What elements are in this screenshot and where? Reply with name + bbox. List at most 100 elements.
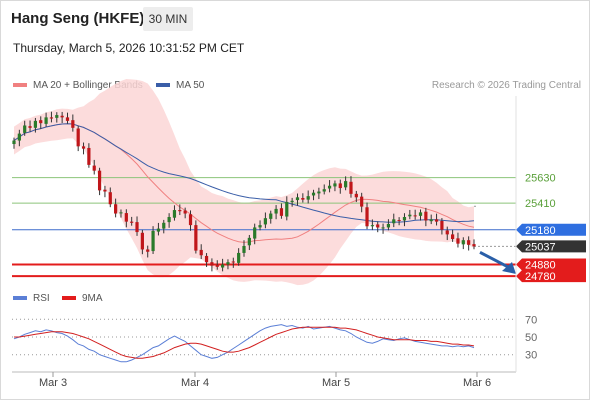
candle bbox=[301, 193, 305, 203]
candle-body bbox=[269, 213, 273, 219]
credit-label: Research © 2026 Trading Central bbox=[431, 80, 581, 91]
candle bbox=[317, 187, 321, 200]
candle-body bbox=[183, 210, 187, 214]
x-tick-label: Mar 5 bbox=[322, 377, 350, 389]
candle bbox=[188, 210, 193, 231]
candle-body bbox=[354, 193, 358, 198]
candle-body bbox=[402, 217, 407, 221]
level-tag-25180 bbox=[516, 223, 586, 236]
candle bbox=[253, 223, 257, 245]
candle bbox=[172, 205, 177, 221]
candle bbox=[71, 114, 75, 132]
candle bbox=[386, 219, 391, 231]
level-tag-24880 bbox=[516, 258, 586, 271]
candle-body bbox=[338, 183, 342, 189]
candle bbox=[178, 204, 182, 216]
candle bbox=[194, 220, 198, 254]
candle-body bbox=[151, 230, 155, 252]
candle-body bbox=[92, 165, 96, 171]
candle bbox=[60, 111, 64, 124]
level-label-25630: 25630 bbox=[525, 173, 556, 185]
legend-ma9: 9MA bbox=[62, 293, 103, 304]
candle bbox=[135, 216, 139, 236]
candle-body bbox=[33, 120, 37, 128]
timeframe-button[interactable]: 30 MIN bbox=[143, 7, 193, 31]
candle-body bbox=[274, 208, 278, 214]
bollinger-band bbox=[14, 79, 474, 286]
candle bbox=[87, 143, 91, 168]
rsi-ma-line bbox=[14, 326, 475, 359]
candle-body bbox=[215, 264, 219, 267]
candle-body bbox=[408, 214, 412, 217]
rsi-tick-70: 70 bbox=[525, 314, 537, 326]
ma9-swatch-icon bbox=[62, 296, 76, 301]
candle bbox=[124, 209, 128, 228]
candle bbox=[408, 209, 412, 220]
candle bbox=[306, 190, 310, 204]
candle bbox=[311, 189, 316, 201]
candle-body bbox=[167, 217, 171, 223]
candle bbox=[467, 236, 471, 251]
candle bbox=[28, 120, 32, 132]
candle-body bbox=[456, 238, 460, 244]
legend-ma50-label: MA 50 bbox=[176, 80, 205, 91]
candle bbox=[130, 216, 134, 226]
candle-body bbox=[60, 115, 64, 118]
candle-body bbox=[365, 207, 369, 227]
candle bbox=[461, 237, 465, 250]
candle-body bbox=[295, 197, 300, 201]
candle bbox=[279, 203, 284, 219]
candle-body bbox=[114, 204, 118, 214]
rsi-tick-30: 30 bbox=[525, 350, 537, 362]
candle-body bbox=[28, 126, 32, 128]
candle-body bbox=[253, 227, 257, 239]
candle-body bbox=[49, 117, 54, 119]
forecast-arrow-head-icon bbox=[502, 262, 516, 274]
candle-body bbox=[263, 218, 267, 225]
candle-body bbox=[226, 262, 230, 265]
candle bbox=[429, 214, 433, 225]
candle bbox=[440, 218, 444, 235]
candle bbox=[445, 226, 449, 241]
candle-body bbox=[237, 252, 241, 263]
candle bbox=[424, 207, 428, 227]
candle-body bbox=[349, 181, 353, 194]
candles-group bbox=[12, 111, 476, 272]
candle-body bbox=[204, 255, 209, 263]
candle-body bbox=[156, 228, 161, 232]
candle-body bbox=[194, 225, 198, 251]
candle-body bbox=[146, 249, 150, 252]
candle-body bbox=[210, 262, 214, 266]
candle-body bbox=[65, 117, 70, 121]
candle-body bbox=[242, 245, 246, 253]
candle bbox=[354, 190, 358, 203]
candle-body bbox=[199, 249, 203, 256]
candle bbox=[274, 205, 278, 220]
candle-body bbox=[434, 219, 439, 222]
candle-body bbox=[39, 120, 43, 124]
candle-body bbox=[285, 201, 289, 217]
candle-body bbox=[472, 244, 476, 247]
candle-body bbox=[81, 146, 86, 149]
candle-body bbox=[461, 240, 465, 245]
candle bbox=[392, 213, 396, 228]
candle bbox=[92, 159, 96, 175]
legend-ma50: MA 50 bbox=[156, 80, 204, 91]
candle bbox=[167, 213, 171, 228]
candle-body bbox=[333, 183, 337, 187]
candle bbox=[151, 226, 155, 254]
candle bbox=[258, 220, 262, 231]
candle bbox=[39, 116, 43, 129]
candle bbox=[365, 202, 369, 230]
candle bbox=[247, 234, 251, 251]
level-label-25410: 25410 bbox=[525, 198, 556, 210]
candle bbox=[295, 193, 300, 206]
ma50-swatch-icon bbox=[156, 83, 170, 88]
candle bbox=[204, 253, 209, 267]
rsi-tick-50: 50 bbox=[525, 332, 537, 344]
candle-body bbox=[397, 220, 401, 222]
level-tag-25037 bbox=[516, 240, 586, 253]
candle bbox=[290, 197, 294, 207]
candle bbox=[472, 239, 476, 250]
candle-body bbox=[188, 214, 193, 226]
